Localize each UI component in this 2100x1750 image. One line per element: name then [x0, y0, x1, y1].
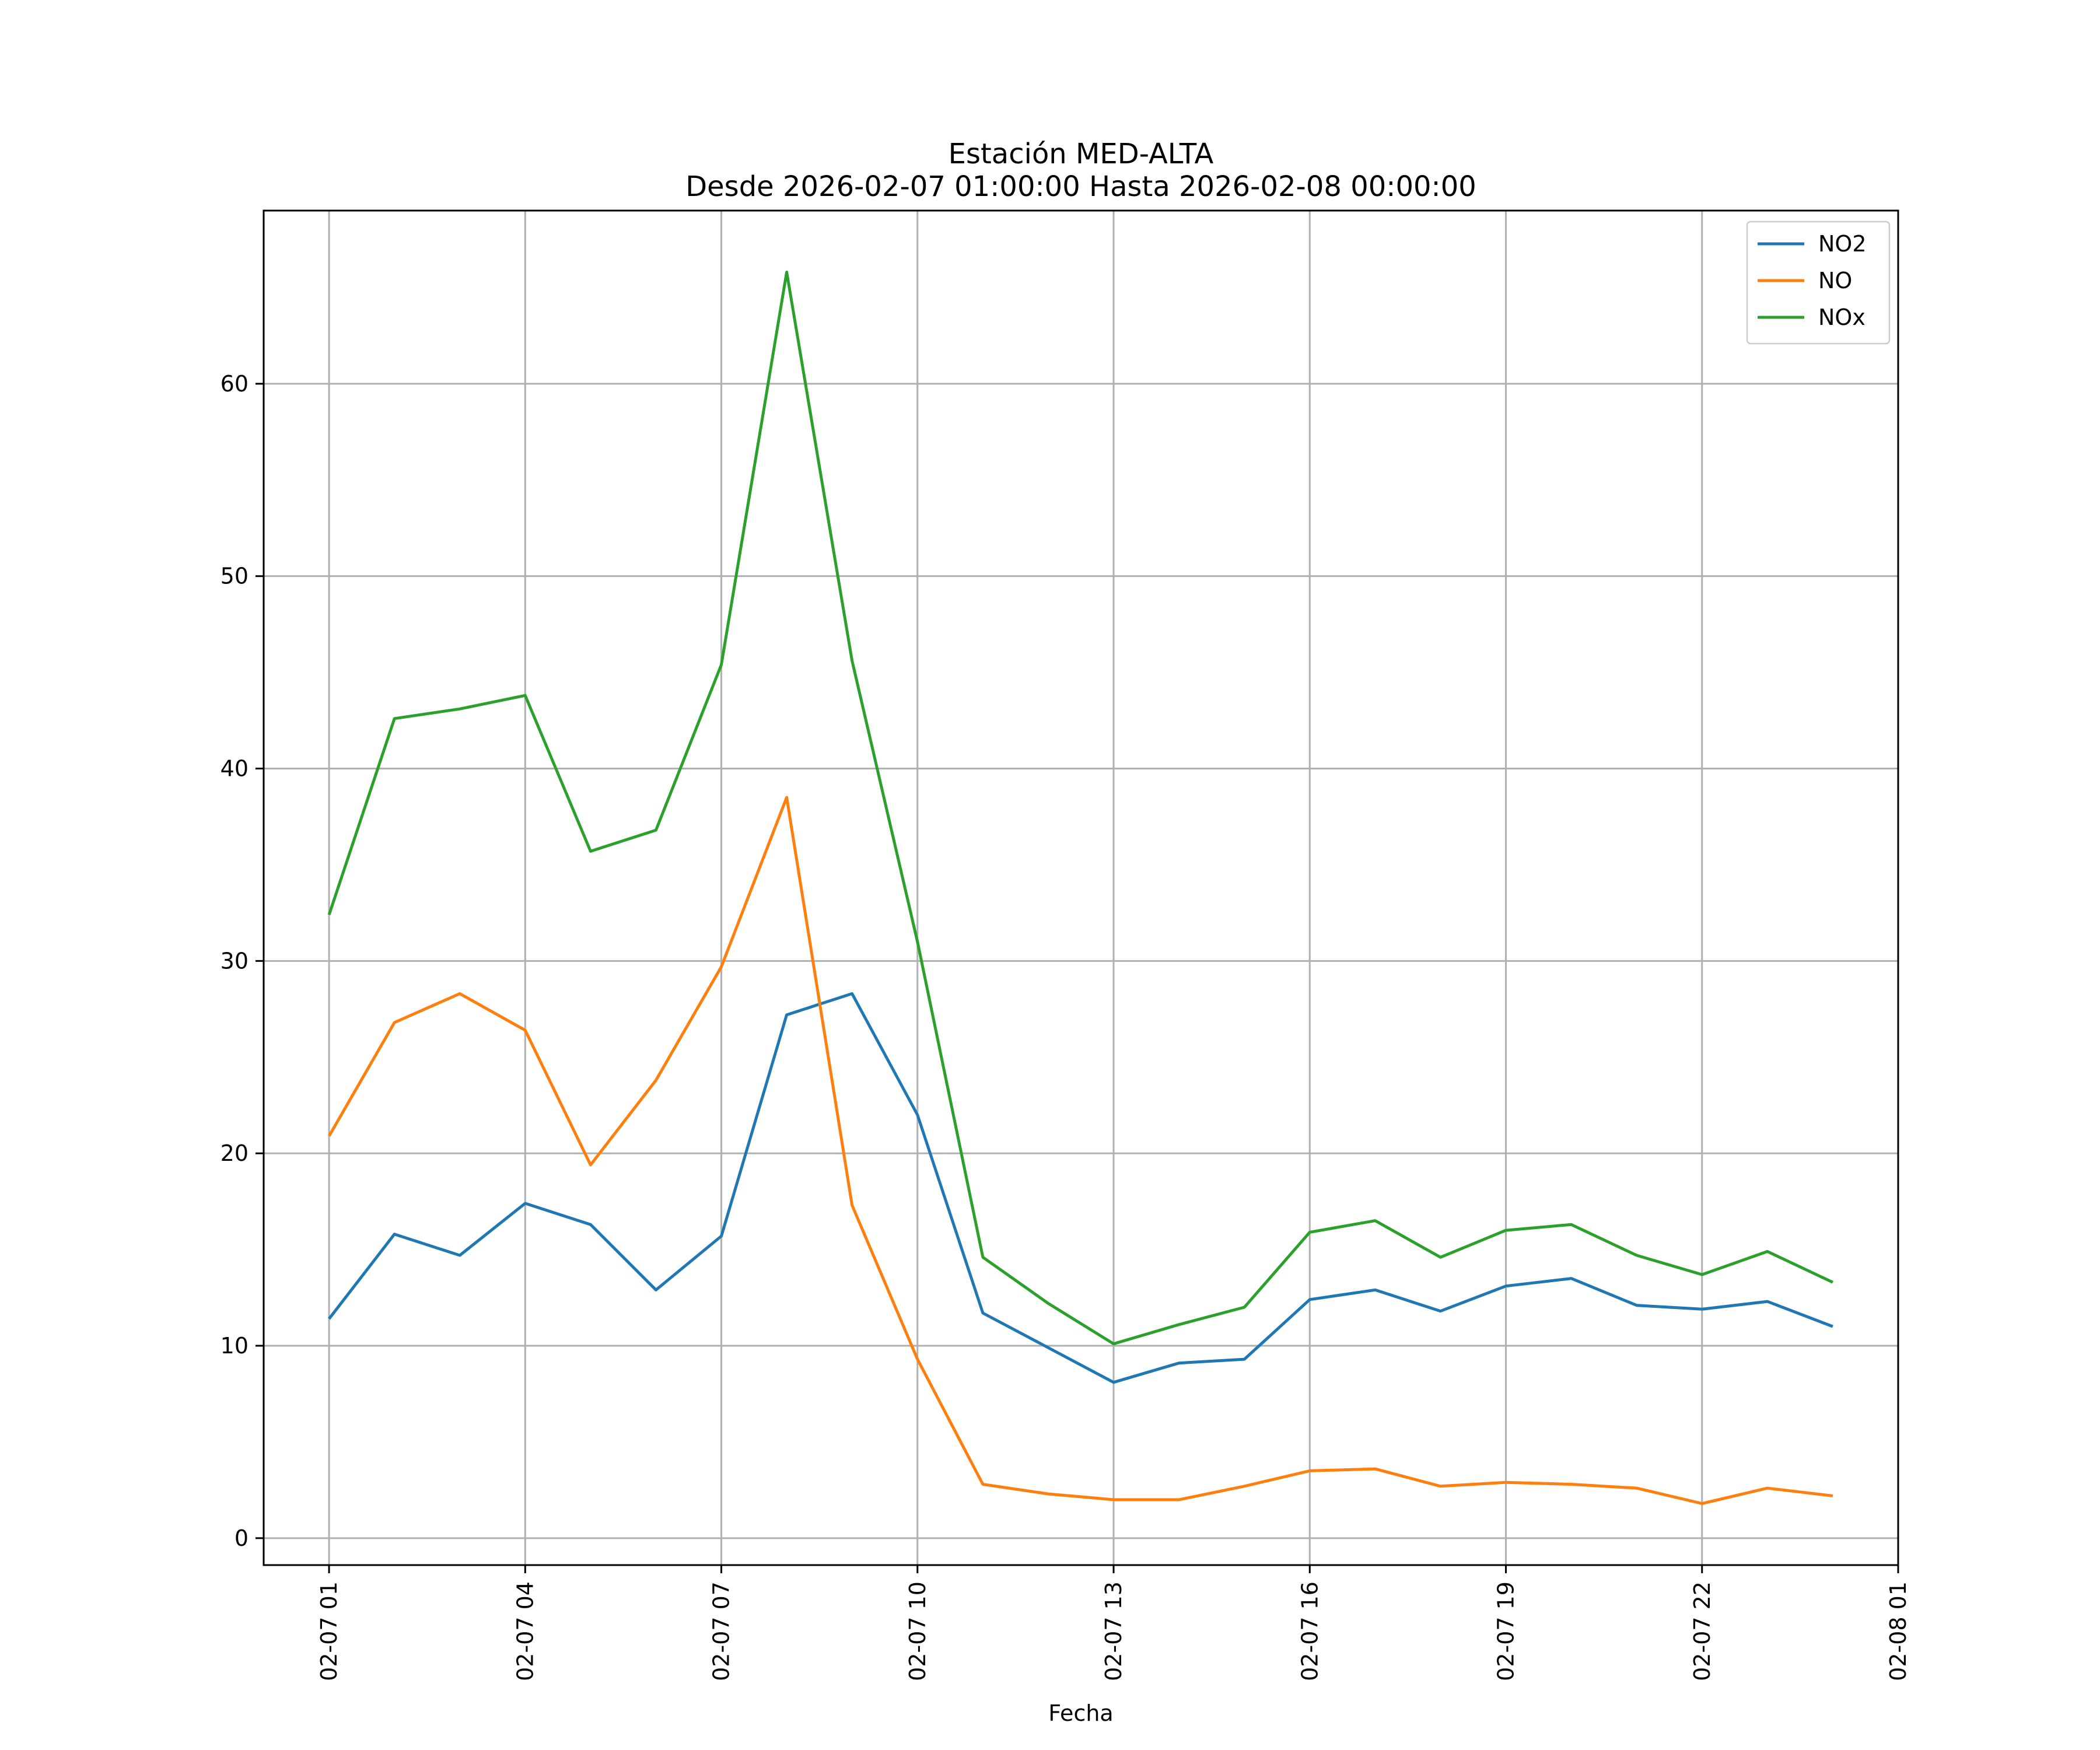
x-tick-label: 02-08 01	[1885, 1581, 1911, 1681]
x-tick-label: 02-07 10	[905, 1581, 930, 1681]
chart-subtitle: Desde 2026-02-07 01:00:00 Hasta 2026-02-…	[685, 170, 1476, 203]
legend-label-no2: NO2	[1818, 231, 1867, 257]
legend-label-nox: NOx	[1818, 304, 1866, 330]
series-line-no	[327, 796, 1833, 1505]
legend-box	[1746, 220, 1891, 345]
y-tick-label: 50	[220, 564, 249, 589]
x-tick-label: 02-07 16	[1297, 1581, 1322, 1681]
y-tick-label: 60	[220, 371, 249, 397]
x-tick-label: 02-07 22	[1689, 1581, 1715, 1681]
legend: NO2 NO NOx	[1746, 220, 1891, 345]
x-tick-label: 02-07 13	[1101, 1581, 1126, 1681]
chart-title: Estación MED-ALTA	[949, 138, 1214, 170]
y-tick-label: 40	[220, 756, 249, 782]
y-tick-label: 10	[220, 1333, 249, 1359]
x-tick-label: 02-07 04	[512, 1581, 538, 1681]
series-lines	[327, 271, 1833, 1505]
x-tick-label: 02-07 01	[316, 1581, 342, 1681]
y-tick-label: 0	[235, 1525, 249, 1551]
y-tick-label: 30	[220, 948, 249, 974]
x-tick-label: 02-07 19	[1493, 1581, 1519, 1681]
x-axis-label: Fecha	[1048, 1700, 1113, 1726]
axis-ticks: 02-07 01 02-07 04 02-07 07 02-07 10 02-07 13…	[220, 371, 1911, 1681]
series-line-no2	[328, 992, 1833, 1384]
series-line-nox	[327, 271, 1833, 1346]
y-tick-label: 20	[220, 1140, 249, 1166]
plot-frame	[262, 209, 1899, 1566]
legend-label-no: NO	[1818, 268, 1852, 293]
x-tick-label: 02-07 07	[709, 1581, 734, 1681]
